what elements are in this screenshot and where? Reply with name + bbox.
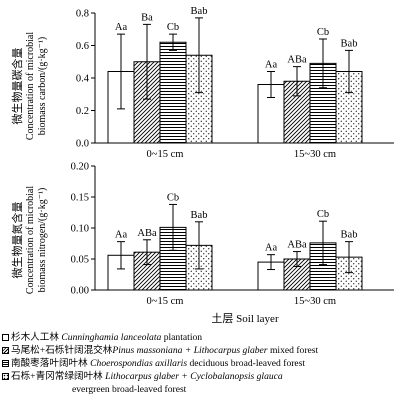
y-tick-label: 0.2 [76, 106, 89, 117]
bar [257, 84, 285, 144]
y-label-zh: 微生物量氮含量 [10, 202, 24, 279]
significance-label: ABa [287, 240, 307, 251]
significance-label: Bab [191, 6, 208, 17]
legend: 杉木人工林 Cunninghamia lanceolata plantation… [2, 331, 318, 396]
y-label-en-1: Concentration of microbial [25, 32, 36, 141]
y-label-en-1: Concentration of microbial [25, 186, 36, 295]
significance-label: Aa [265, 243, 278, 254]
significance-label: Bab [341, 230, 358, 241]
significance-label: Aa [115, 22, 128, 33]
significance-label: Cb [167, 22, 179, 33]
y-tick-label: 0.0 [76, 139, 89, 150]
significance-label: Cb [317, 27, 329, 38]
significance-label: ABa [137, 228, 157, 239]
y-tick-label: 0.20 [71, 162, 89, 173]
y-tick-label: 0.15 [71, 193, 89, 204]
legend-item: 杉木人工林 Cunninghamia lanceolata plantation [2, 331, 318, 344]
y-label-zh: 微生物量碳含量 [10, 48, 24, 125]
legend-item-line2: evergreen broad-leaved forest [72, 384, 187, 395]
bar [159, 41, 187, 144]
significance-label: Aa [265, 60, 278, 71]
significance-label: Bab [341, 38, 358, 49]
x-tick-label: 0~15 cm [147, 149, 184, 160]
significance-label: ABa [287, 55, 307, 66]
legend-item: 马尾松+石栎针阔混交林Pinus massoniana + Lithocarpu… [2, 344, 318, 357]
legend-item: 石栎+青冈常绿阔叶林 Lithocarpus glaber + Cyclobal… [2, 370, 318, 383]
significance-label: Ba [141, 12, 153, 23]
y-tick-label: 0.8 [76, 9, 89, 20]
y-tick-label: 0.05 [71, 255, 89, 266]
x-axis-title: 土层 Soil layer [211, 312, 279, 325]
legend-item: 南酸枣落叶阔叶林 Choerospondias axillaris decidu… [2, 357, 318, 370]
diagonal-swatch-icon [2, 347, 9, 354]
x-tick-label: 15~30 cm [294, 296, 336, 307]
y-tick-label: 0.10 [71, 224, 89, 235]
nitrogen-chart: 微生物量氮含量 Concentration of microbial bioma… [10, 162, 394, 307]
significance-label: Aa [115, 230, 128, 241]
y-label-en-2: biomass carbon/(g·kg⁻¹) [37, 37, 48, 136]
blank-swatch-icon [2, 334, 9, 341]
horizontal-swatch-icon [2, 360, 9, 367]
carbon-chart: 微生物量碳含量 Concentration of microbial bioma… [10, 6, 394, 160]
significance-label: Cb [317, 209, 329, 220]
x-tick-label: 15~30 cm [294, 149, 336, 160]
y-label-en-2: biomass nitrogen/(g·kg⁻¹) [37, 188, 48, 293]
significance-label: Bab [191, 210, 208, 221]
bar [335, 256, 363, 291]
x-tick-label: 0~15 cm [147, 296, 184, 307]
y-tick-label: 0.6 [76, 41, 89, 52]
y-tick-label: 0.4 [76, 74, 90, 85]
significance-label: Cb [167, 192, 179, 203]
dots-swatch-icon [2, 373, 9, 380]
y-tick-label: 0.00 [71, 286, 89, 297]
